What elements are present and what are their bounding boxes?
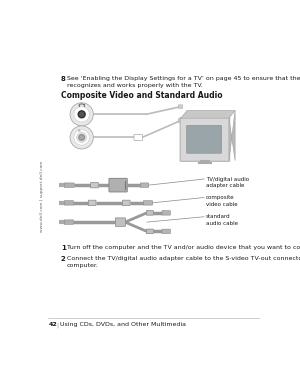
Text: standard
audio cable: standard audio cable: [206, 215, 238, 226]
Text: www.dell.com | support.dell.com: www.dell.com | support.dell.com: [40, 160, 44, 232]
FancyBboxPatch shape: [91, 182, 98, 188]
Text: 8: 8: [61, 76, 66, 82]
FancyBboxPatch shape: [140, 183, 148, 187]
FancyBboxPatch shape: [187, 125, 222, 153]
Circle shape: [76, 132, 87, 142]
Text: S: S: [77, 129, 80, 133]
Text: |: |: [56, 322, 58, 328]
Text: Using CDs, DVDs, and Other Multimedia: Using CDs, DVDs, and Other Multimedia: [60, 322, 186, 327]
FancyBboxPatch shape: [146, 229, 153, 234]
FancyBboxPatch shape: [116, 218, 125, 226]
FancyBboxPatch shape: [146, 211, 153, 215]
FancyBboxPatch shape: [122, 200, 130, 206]
Text: 2: 2: [61, 256, 65, 262]
Text: See ‘Enabling the Display Settings for a TV’ on page 45 to ensure that the compu: See ‘Enabling the Display Settings for a…: [67, 76, 300, 88]
Text: Turn off the computer and the TV and/or audio device that you want to connect.: Turn off the computer and the TV and/or …: [67, 245, 300, 250]
FancyBboxPatch shape: [178, 119, 183, 122]
FancyBboxPatch shape: [143, 201, 152, 205]
FancyBboxPatch shape: [162, 229, 170, 234]
FancyBboxPatch shape: [134, 134, 142, 140]
FancyBboxPatch shape: [64, 183, 74, 187]
Text: Composite Video and Standard Audio: Composite Video and Standard Audio: [61, 91, 222, 100]
Text: 1: 1: [61, 245, 66, 251]
Text: 42: 42: [48, 322, 57, 327]
FancyBboxPatch shape: [162, 211, 170, 215]
FancyBboxPatch shape: [64, 220, 74, 224]
FancyBboxPatch shape: [180, 118, 230, 161]
Text: TV/digital audio
adapter cable: TV/digital audio adapter cable: [206, 177, 249, 188]
FancyBboxPatch shape: [109, 178, 127, 192]
Text: composite
video cable: composite video cable: [206, 195, 237, 207]
Circle shape: [70, 126, 93, 149]
FancyBboxPatch shape: [178, 105, 183, 108]
Circle shape: [70, 103, 93, 126]
Circle shape: [78, 111, 85, 118]
Circle shape: [74, 107, 89, 122]
Circle shape: [79, 135, 84, 140]
Polygon shape: [229, 111, 235, 161]
FancyBboxPatch shape: [64, 201, 74, 205]
Text: Connect the TV/digital audio adapter cable to the S-video TV-out connector on th: Connect the TV/digital audio adapter cab…: [67, 256, 300, 268]
Circle shape: [80, 113, 84, 116]
Circle shape: [80, 136, 83, 139]
Circle shape: [74, 130, 89, 145]
FancyBboxPatch shape: [88, 200, 96, 206]
Polygon shape: [181, 111, 235, 118]
